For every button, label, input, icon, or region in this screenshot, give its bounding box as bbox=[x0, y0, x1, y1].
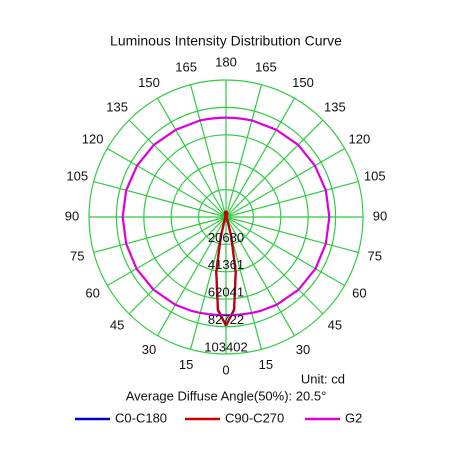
chart-title: Luminous Intensity Distribution Curve bbox=[110, 33, 342, 49]
grid-spoke bbox=[225, 84, 263, 218]
angle-label: 0 bbox=[222, 362, 229, 377]
unit-label: Unit: cd bbox=[301, 371, 345, 386]
angle-label: 45 bbox=[110, 317, 124, 332]
grid-spoke bbox=[107, 216, 227, 287]
legend-label: G2 bbox=[345, 410, 362, 425]
angle-label: 45 bbox=[328, 317, 342, 332]
angle-label: 150 bbox=[292, 75, 314, 90]
curve bbox=[121, 116, 227, 317]
angle-label: 165 bbox=[255, 60, 277, 75]
angle-label: 180 bbox=[215, 54, 237, 69]
angle-label: 120 bbox=[82, 131, 104, 146]
angle-label: 30 bbox=[296, 342, 310, 357]
angle-label: 105 bbox=[66, 169, 88, 184]
angle-label: 15 bbox=[259, 357, 273, 372]
grid-spoke bbox=[225, 119, 324, 218]
angle-label: 135 bbox=[324, 100, 346, 115]
grid-spoke bbox=[93, 180, 227, 218]
grid-spoke bbox=[156, 98, 227, 218]
radial-label: 20680 bbox=[208, 230, 244, 245]
angle-label: 30 bbox=[142, 342, 156, 357]
radial-label: 103402 bbox=[204, 339, 247, 354]
angle-label: 60 bbox=[352, 285, 366, 300]
angle-label: 60 bbox=[85, 285, 99, 300]
grid-spoke bbox=[189, 84, 227, 218]
angle-label: 15 bbox=[179, 357, 193, 372]
grid-spoke bbox=[93, 216, 227, 254]
grid-spoke bbox=[156, 216, 227, 336]
grid-spoke bbox=[225, 216, 359, 254]
angle-label: 120 bbox=[349, 131, 371, 146]
legend-label: C90-C270 bbox=[225, 410, 284, 425]
grid-spoke bbox=[225, 147, 345, 218]
radial-label: 41361 bbox=[208, 257, 244, 272]
curve bbox=[215, 210, 227, 327]
angle-label: 105 bbox=[364, 169, 386, 184]
radial-label: 62041 bbox=[208, 285, 244, 300]
curve bbox=[225, 116, 331, 317]
angle-label: 75 bbox=[70, 248, 84, 263]
angle-label: 75 bbox=[368, 248, 382, 263]
grid-spoke bbox=[128, 119, 227, 218]
grid-spoke bbox=[225, 216, 345, 287]
grid-spoke bbox=[225, 216, 324, 315]
angle-label: 165 bbox=[175, 60, 197, 75]
grid-spoke bbox=[107, 147, 227, 218]
angle-label: 90 bbox=[65, 208, 79, 223]
radial-label: 82722 bbox=[208, 312, 244, 327]
grid-spoke bbox=[225, 216, 296, 336]
angle-label: 135 bbox=[106, 100, 128, 115]
legend-label: C0-C180 bbox=[115, 410, 167, 425]
angle-label: 90 bbox=[373, 208, 387, 223]
grid-spoke bbox=[225, 180, 359, 218]
grid-spoke bbox=[225, 98, 296, 218]
angle-label: 150 bbox=[138, 75, 160, 90]
annotation: Average Diffuse Angle(50%): 20.5° bbox=[126, 388, 327, 403]
curve bbox=[225, 210, 237, 327]
grid-spoke bbox=[128, 216, 227, 315]
